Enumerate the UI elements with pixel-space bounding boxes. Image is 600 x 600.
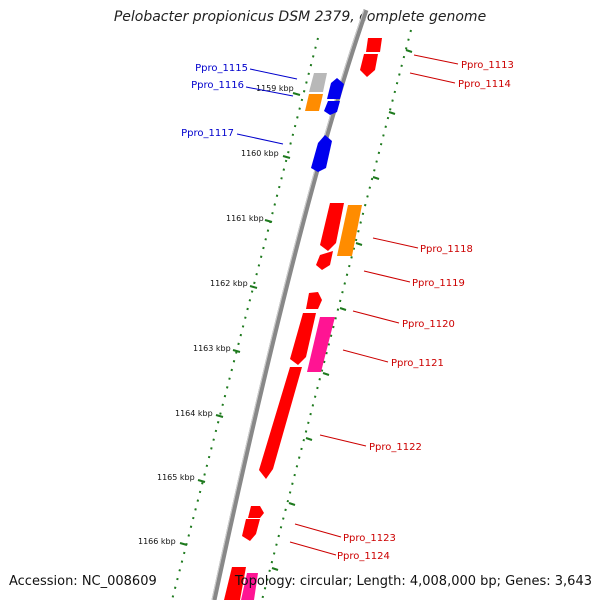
- inner-dotted-track: [171, 37, 319, 600]
- gene-ppro-1124[interactable]: [242, 519, 260, 541]
- scale-label: 1163 kbp: [193, 344, 231, 353]
- genome-backbone: [211, 9, 369, 600]
- gene-ppro-1118-orange[interactable]: [337, 205, 362, 256]
- genome-summary-text: Topology: circular; Length: 4,008,000 bp…: [234, 574, 592, 589]
- gene-ppro-1120[interactable]: [306, 292, 322, 309]
- scale-label: 1166 kbp: [138, 537, 176, 546]
- gene-label[interactable]: Ppro_1118: [420, 244, 473, 255]
- scale-label: 1164 kbp: [175, 409, 213, 418]
- gene-ppro-1113[interactable]: [366, 38, 382, 52]
- gene-label[interactable]: Ppro_1124: [337, 551, 390, 562]
- outer-dotted-track: [261, 29, 412, 600]
- scale-label: 1160 kbp: [241, 149, 279, 158]
- gene-ppro-1121-pink[interactable]: [307, 317, 335, 372]
- scale-label: 1162 kbp: [210, 279, 248, 288]
- gene-label[interactable]: Ppro_1121: [391, 358, 444, 369]
- gene-label[interactable]: Ppro_1117: [181, 128, 234, 139]
- scale-label: 1165 kbp: [157, 473, 195, 482]
- gene-ppro-1123[interactable]: [248, 506, 264, 518]
- scale-label: 1159 kbp: [256, 84, 294, 93]
- accession-text: Accession: NC_008609: [9, 574, 157, 589]
- gene-label[interactable]: Ppro_1114: [458, 79, 511, 90]
- gene-features: [224, 38, 382, 600]
- gene-label[interactable]: Ppro_1116: [191, 80, 244, 91]
- gene-label[interactable]: Ppro_1119: [412, 278, 465, 289]
- gene-ppro-1115[interactable]: [309, 73, 327, 92]
- gene-label[interactable]: Ppro_1113: [461, 60, 514, 71]
- gene-label[interactable]: Ppro_1120: [402, 319, 455, 330]
- gene-ppro-1121[interactable]: [290, 313, 316, 365]
- gene-ppro-1114[interactable]: [360, 54, 378, 77]
- gene-ppro-1117[interactable]: [311, 135, 332, 172]
- gene-ppro-1118[interactable]: [320, 203, 344, 251]
- gene-ppro-1116[interactable]: [305, 94, 323, 111]
- gene-ppro-1119[interactable]: [316, 251, 333, 270]
- gene-label[interactable]: Ppro_1122: [369, 442, 422, 453]
- gene-blue-small-b[interactable]: [324, 101, 340, 115]
- gene-bottom-red[interactable]: [224, 567, 246, 600]
- gene-blue-small-a[interactable]: [327, 78, 344, 99]
- gene-label[interactable]: Ppro_1123: [343, 533, 396, 544]
- gene-ppro-1122[interactable]: [259, 367, 302, 479]
- scale-label: 1161 kbp: [226, 214, 264, 223]
- map-title: Pelobacter propionicus DSM 2379, complet…: [113, 9, 487, 25]
- scale-ticks: [179, 49, 413, 571]
- gene-bottom-pink[interactable]: [241, 573, 258, 600]
- label-leaders: [236, 54, 459, 556]
- gene-label[interactable]: Ppro_1115: [195, 63, 248, 74]
